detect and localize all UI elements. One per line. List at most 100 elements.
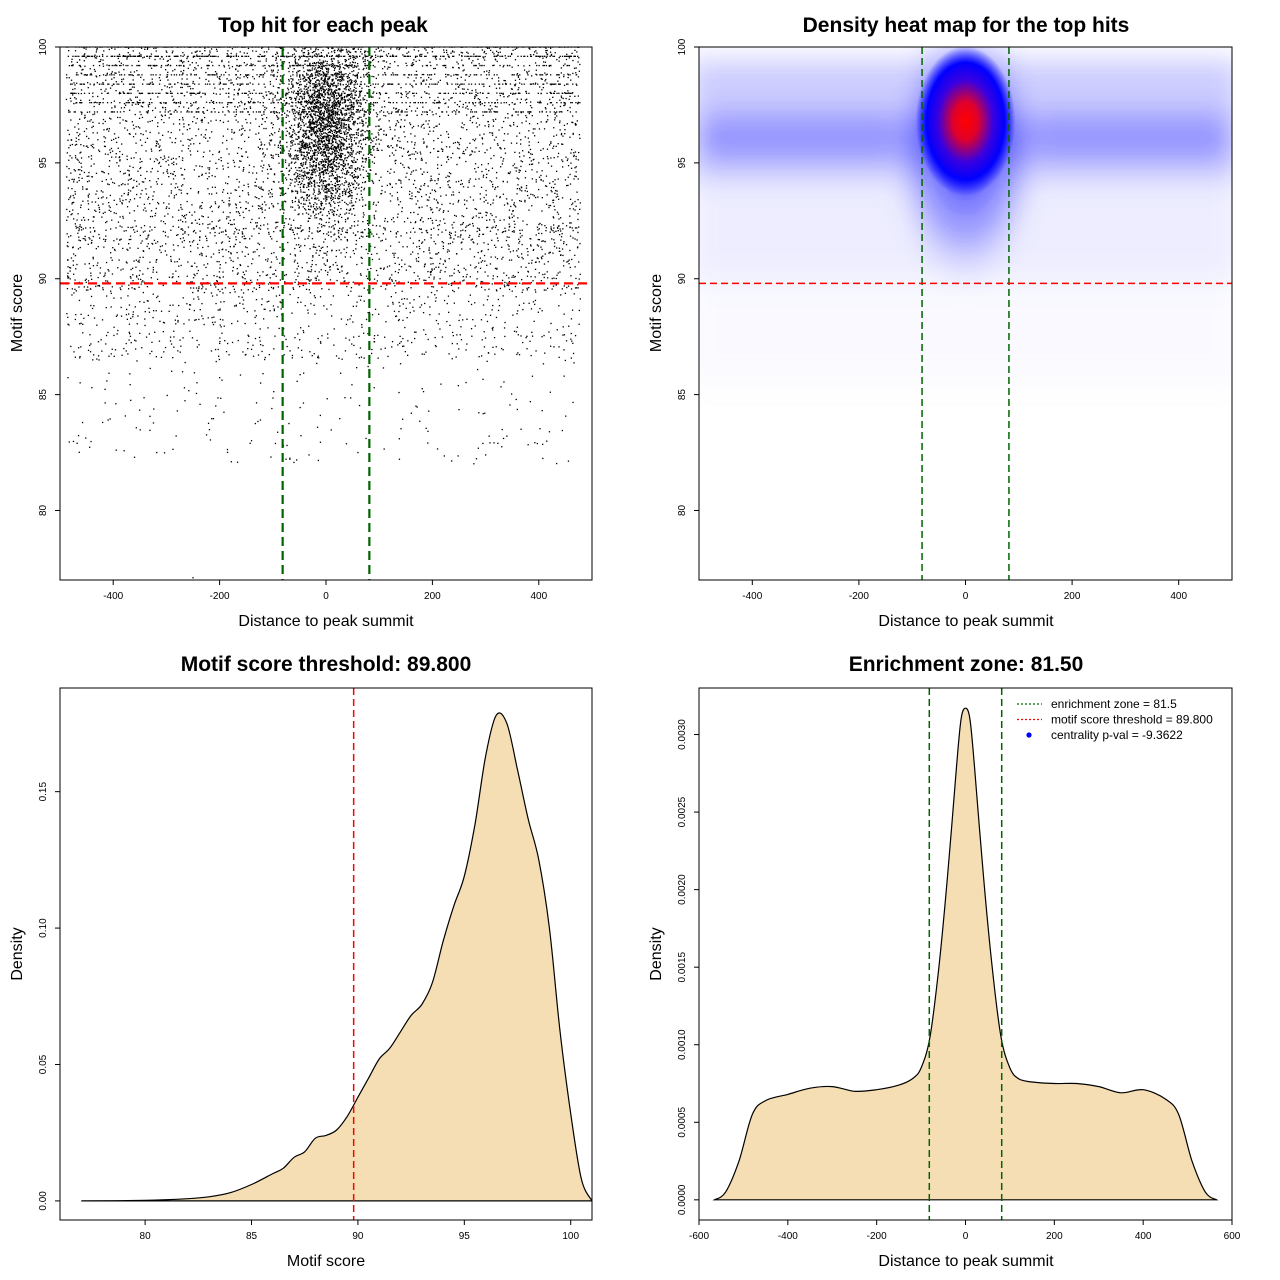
scatter-point bbox=[444, 102, 446, 105]
scatter-point bbox=[260, 382, 262, 384]
scatter-point bbox=[155, 181, 158, 183]
scatter-point bbox=[340, 266, 343, 268]
scatter-point bbox=[464, 230, 467, 232]
scatter-point bbox=[112, 181, 114, 184]
scatter-point bbox=[563, 260, 565, 262]
scatter-point bbox=[482, 442, 484, 445]
scatter-point bbox=[577, 284, 579, 286]
scatter-point bbox=[149, 415, 151, 417]
scatter-point bbox=[366, 76, 369, 78]
scatter-point bbox=[167, 236, 169, 238]
scatter-point bbox=[252, 258, 254, 260]
scatter-point bbox=[398, 391, 400, 394]
scatter-point bbox=[294, 149, 296, 152]
scatter-point bbox=[525, 78, 527, 80]
scatter-point bbox=[371, 75, 373, 78]
scatter-point bbox=[474, 138, 477, 140]
scatter-point bbox=[275, 295, 278, 297]
scatter-point bbox=[364, 60, 366, 62]
scatter-point bbox=[292, 287, 294, 289]
scatter-point bbox=[120, 107, 123, 109]
scatter-point bbox=[295, 134, 297, 136]
scatter-point bbox=[510, 259, 513, 261]
scatter-point bbox=[558, 356, 560, 358]
scatter-point bbox=[289, 458, 291, 460]
scatter-point bbox=[505, 57, 507, 59]
scatter-point bbox=[119, 116, 121, 119]
scatter-point bbox=[202, 246, 204, 249]
scatter-point bbox=[503, 204, 506, 206]
scatter-point bbox=[525, 90, 527, 93]
scatter-point bbox=[183, 54, 185, 56]
scatter-point bbox=[93, 163, 95, 165]
scatter-point bbox=[74, 318, 76, 321]
scatter-point bbox=[375, 210, 377, 212]
scatter-point bbox=[283, 225, 285, 227]
scatter-point bbox=[540, 256, 543, 258]
scatter-point bbox=[115, 137, 117, 139]
scatter-point bbox=[531, 75, 533, 77]
scatter-point bbox=[182, 133, 184, 135]
scatter-point bbox=[466, 114, 468, 116]
scatter-point bbox=[458, 409, 460, 411]
scatter-point bbox=[242, 299, 245, 301]
scatter-point bbox=[299, 107, 301, 109]
scatter-point bbox=[444, 271, 446, 273]
scatter-point bbox=[448, 233, 451, 235]
scatter-point bbox=[567, 184, 569, 187]
scatter-point bbox=[575, 67, 577, 69]
scatter-point bbox=[231, 82, 233, 84]
scatter-point bbox=[356, 77, 359, 79]
scatter-point bbox=[461, 122, 463, 124]
scatter-point bbox=[181, 159, 184, 161]
scatter-point bbox=[209, 160, 211, 162]
scatter-point bbox=[118, 53, 121, 56]
scatter-point bbox=[205, 235, 207, 237]
scatter-point bbox=[316, 362, 318, 365]
scatter-point bbox=[570, 222, 572, 224]
scatter-point bbox=[449, 324, 451, 326]
scatter-point bbox=[110, 252, 112, 254]
scatter-point bbox=[199, 50, 201, 52]
scatter-point bbox=[174, 68, 176, 71]
scatter-point bbox=[364, 161, 367, 163]
scatter-point bbox=[227, 342, 229, 345]
scatter-point bbox=[77, 435, 80, 437]
scatter-point bbox=[551, 238, 553, 240]
scatter-point bbox=[271, 407, 273, 410]
scatter-point bbox=[79, 323, 81, 325]
scatter-point bbox=[475, 215, 477, 217]
scatter-point bbox=[310, 303, 312, 305]
scatter-point bbox=[361, 53, 363, 55]
scatter-point bbox=[522, 308, 524, 311]
scatter-point bbox=[269, 192, 271, 194]
scatter-point bbox=[149, 261, 151, 263]
scatter-point bbox=[149, 120, 151, 123]
scatter-point bbox=[123, 92, 125, 94]
scatter-point bbox=[463, 88, 465, 90]
scatter-point bbox=[263, 156, 265, 158]
scatter-point bbox=[232, 84, 235, 86]
scatter-point bbox=[272, 180, 275, 183]
scatter-point bbox=[538, 176, 541, 178]
scatter-point bbox=[488, 170, 490, 172]
scatter-point bbox=[535, 179, 537, 181]
scatter-point bbox=[446, 82, 448, 84]
scatter-point bbox=[110, 139, 113, 141]
scatter-point bbox=[123, 230, 125, 232]
scatter-point bbox=[269, 310, 271, 312]
scatter-point bbox=[298, 207, 300, 209]
scatter-point bbox=[119, 150, 121, 153]
scatter-point bbox=[537, 141, 540, 143]
scatter-point bbox=[309, 176, 312, 178]
scatter-point bbox=[419, 248, 421, 250]
scatter-point bbox=[192, 121, 194, 123]
scatter-point bbox=[508, 223, 510, 225]
scatter-point bbox=[165, 92, 167, 94]
scatter-point bbox=[370, 57, 372, 59]
scatter-point bbox=[423, 279, 425, 281]
scatter-point bbox=[175, 323, 177, 325]
scatter-point bbox=[210, 350, 213, 352]
scatter-point bbox=[67, 377, 69, 379]
scatter-point bbox=[193, 372, 196, 374]
